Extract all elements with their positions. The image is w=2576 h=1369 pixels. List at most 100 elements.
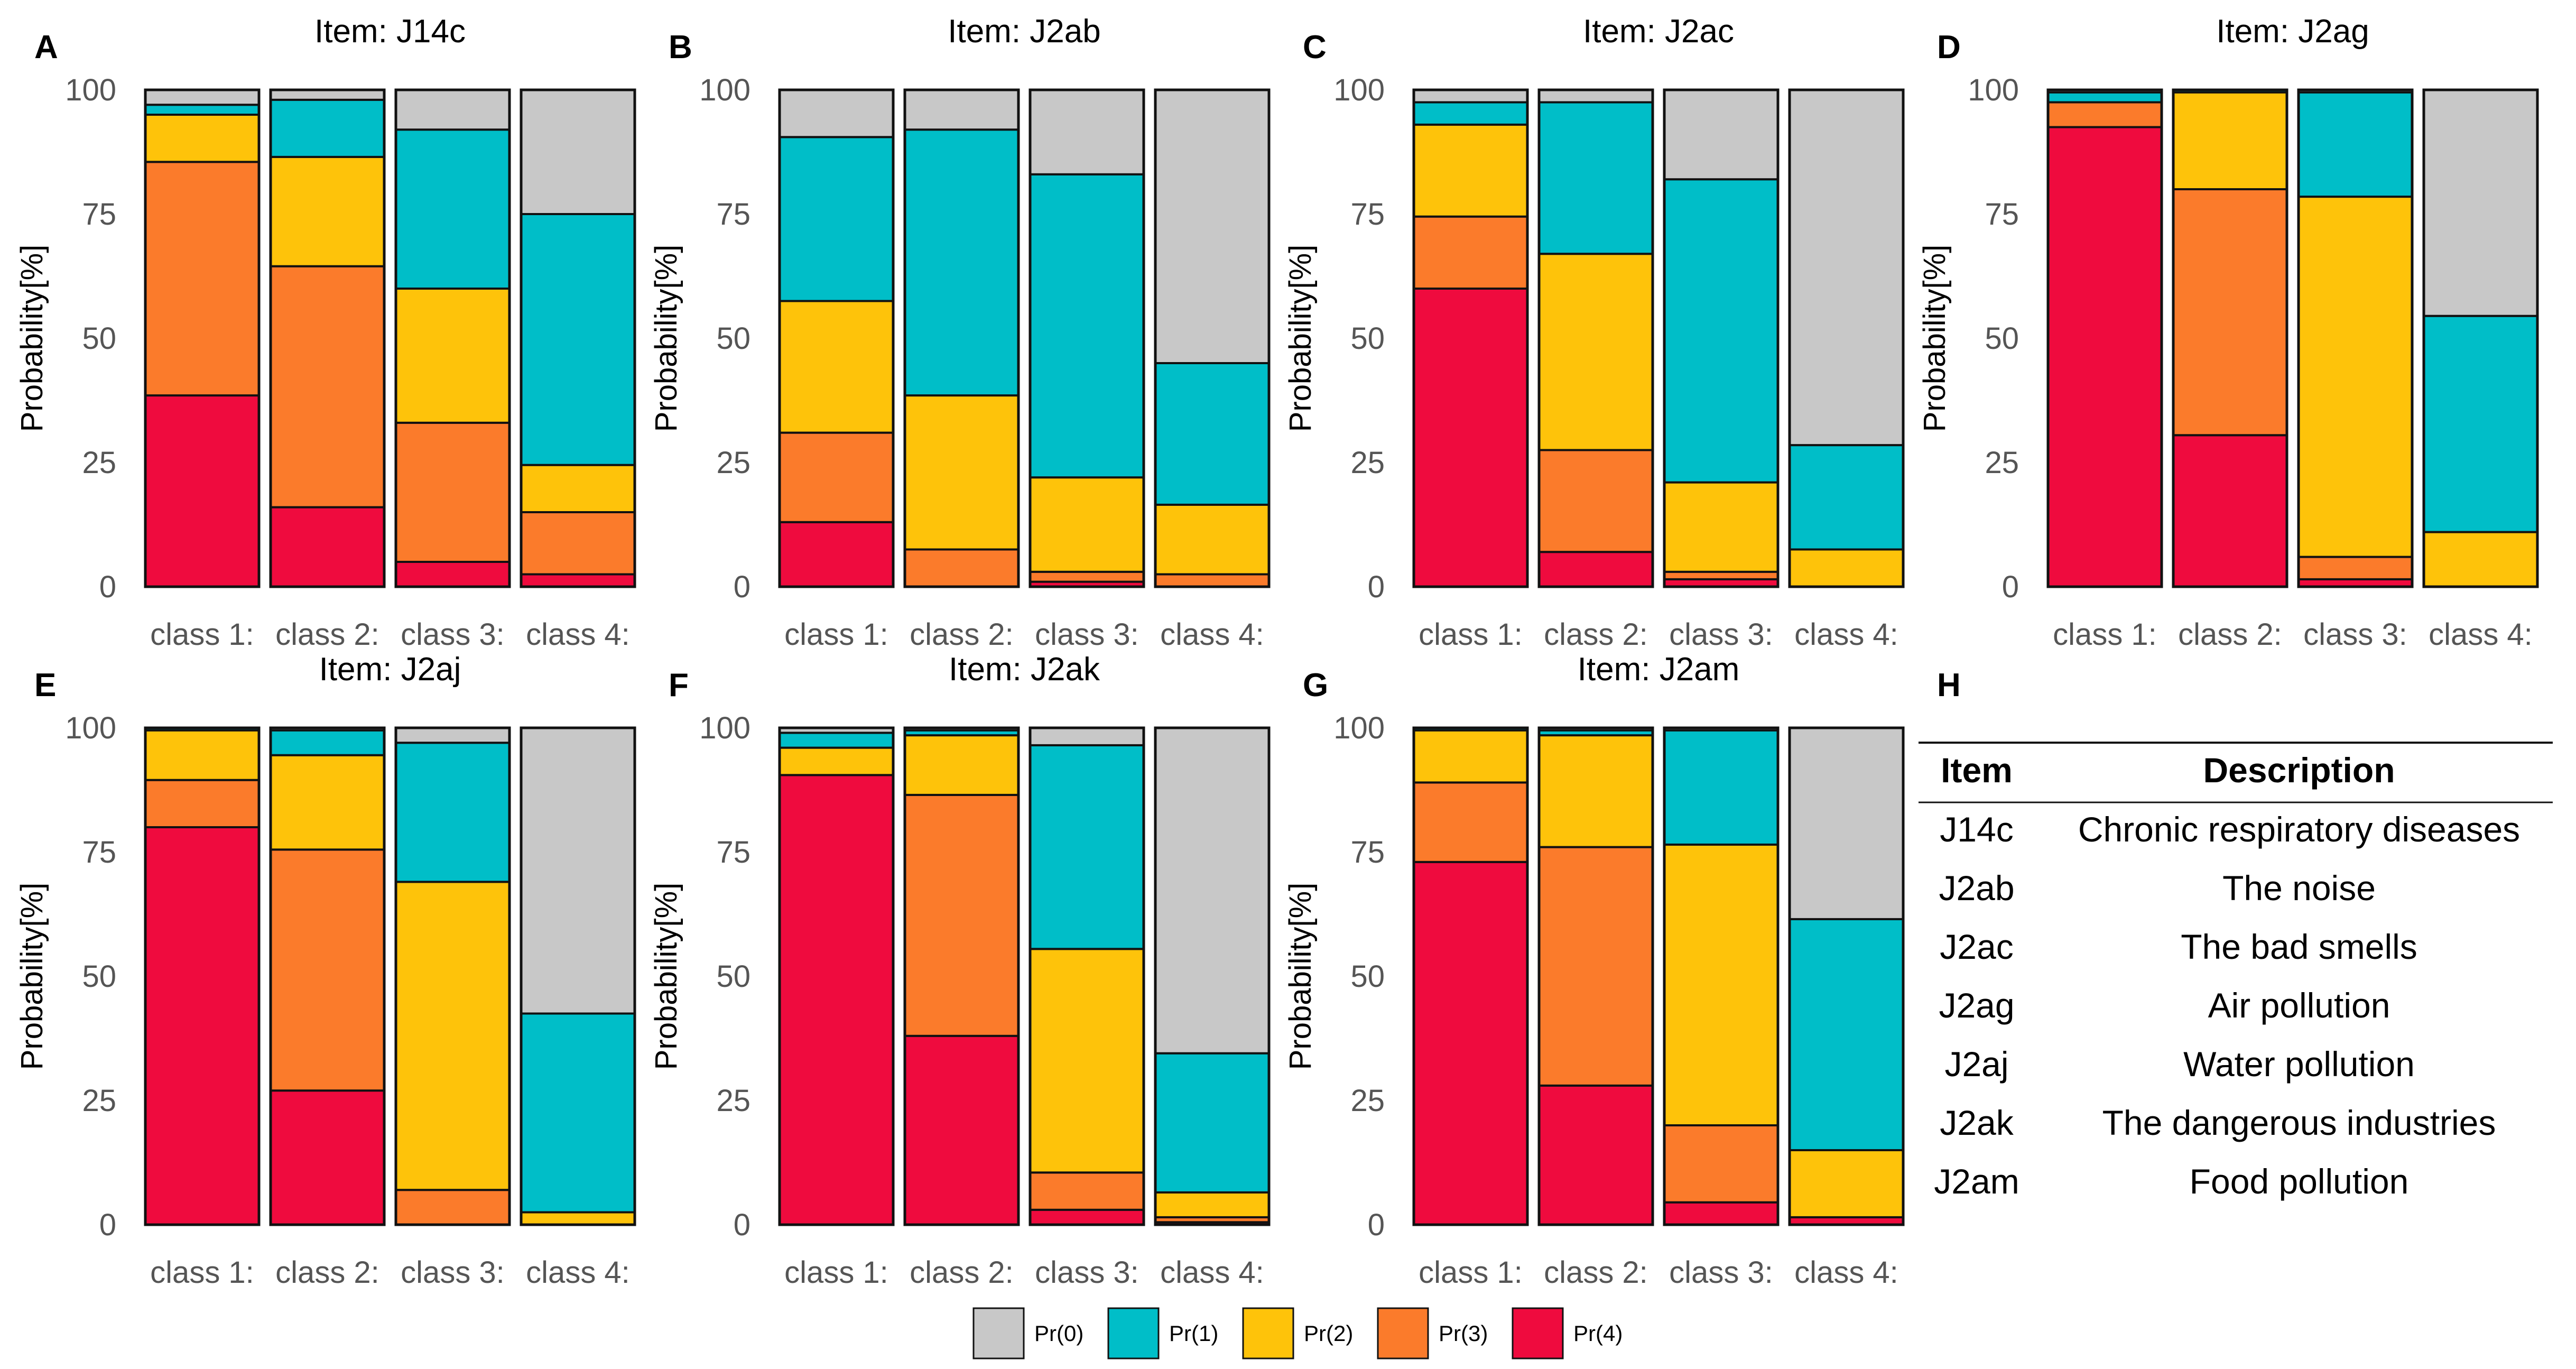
legend-item-pr0: Pr(0) <box>972 1307 1083 1359</box>
chart-panel-e: E Item: J2aj Probability[%] 0 25 50 75 100 class… <box>15 651 636 1290</box>
bar-segment-pr4 <box>779 774 894 1226</box>
table-cell-item: J2ak <box>1940 1103 2014 1142</box>
bar-segment-pr2 <box>1538 253 1654 451</box>
bar-segment-pr0 <box>395 727 511 744</box>
x-tick-label: class 2: <box>1544 1255 1648 1290</box>
bar-segment-pr3 <box>520 511 636 576</box>
bar-segment-pr4 <box>270 1089 385 1226</box>
legend-label: Pr(1) <box>1169 1321 1218 1346</box>
table-cell-description: Food pollution <box>2190 1162 2409 1201</box>
bar-segment-pr2 <box>395 881 511 1191</box>
bar-segment-pr0 <box>1154 727 1270 1054</box>
bar-segment-pr1 <box>904 128 1020 397</box>
x-tick-label: class 1: <box>784 1255 888 1290</box>
y-tick-label: 25 <box>1350 446 1385 480</box>
bar-outline <box>394 88 511 588</box>
legend-swatch <box>1377 1307 1429 1359</box>
y-tick-label: 50 <box>1350 321 1385 356</box>
bar-outline <box>1412 88 1529 588</box>
y-axis-label: Probability[%] <box>15 883 49 1070</box>
legend-swatch <box>972 1307 1025 1359</box>
bar-outline <box>269 726 386 1226</box>
bar-segment-pr0 <box>144 89 260 106</box>
bar-segment-pr1 <box>1029 744 1145 950</box>
y-tick-label: 25 <box>82 446 116 480</box>
y-axis-label: Probability[%] <box>649 245 683 432</box>
x-tick-label: class 1: <box>150 1255 254 1290</box>
table-cell-item: J2aj <box>1944 1044 2008 1084</box>
x-tick-label: class 3: <box>1669 617 1773 652</box>
x-tick-label: class 4: <box>526 1255 630 1290</box>
y-tick-label: 50 <box>82 321 116 356</box>
y-tick-label: 75 <box>82 197 116 232</box>
bar-outline <box>1537 726 1654 1226</box>
bar-segment-pr4 <box>2172 434 2288 588</box>
bar-segment-pr4 <box>144 394 260 588</box>
table-row: J2ac The bad smells <box>1940 927 2417 966</box>
x-tick-label: class 3: <box>401 617 505 652</box>
bar-segment-pr2 <box>1154 503 1270 576</box>
bar-outline <box>2422 88 2539 588</box>
panel-letter: A <box>34 29 58 66</box>
bar-segment-pr1 <box>1413 101 1528 126</box>
bar-segment-pr0 <box>520 89 636 215</box>
bar-segment-pr3 <box>270 848 385 1092</box>
y-tick-label: 50 <box>1350 959 1385 994</box>
bar-outline <box>394 726 511 1226</box>
bar-outline <box>2046 88 2163 588</box>
bar-segment-pr3 <box>1663 570 1779 580</box>
legend-label: Pr(4) <box>1573 1321 1623 1346</box>
bar-segment-pr2 <box>270 754 385 851</box>
bar-segment-pr1 <box>144 104 260 116</box>
bar-segment-pr0 <box>1789 727 1904 920</box>
bar-outline <box>2297 88 2414 588</box>
bar-segment-pr3 <box>1029 570 1145 583</box>
bar-outline <box>1028 88 1145 588</box>
legend-swatch <box>1242 1307 1294 1359</box>
y-tick-label: 50 <box>716 959 750 994</box>
chart-panel-a: A Item: J14c Probability[%] 0 25 50 75 100 class… <box>15 13 636 652</box>
bar-outline <box>778 88 895 588</box>
bar-segment-pr3 <box>1413 215 1528 290</box>
panel-letter: F <box>669 667 689 704</box>
y-tick-label: 75 <box>716 197 750 232</box>
bar-segment-pr1 <box>270 729 385 756</box>
table-cell-description: Air pollution <box>2208 986 2390 1025</box>
bar-segment-pr3 <box>2297 556 2413 580</box>
bar-segment-pr1 <box>1663 178 1779 484</box>
y-axis-label: Probability[%] <box>1283 883 1318 1070</box>
bar-segment-pr0 <box>1029 727 1145 746</box>
bar-outline <box>144 726 261 1226</box>
bar-segment-pr1 <box>1538 101 1654 255</box>
legend-label: Pr(0) <box>1034 1321 1083 1346</box>
bar-segment-pr1 <box>1154 362 1270 506</box>
panel-letter: C <box>1303 29 1327 66</box>
bar-outline <box>520 726 636 1226</box>
bar-segment-pr3 <box>779 431 894 523</box>
bar-segment-pr1 <box>2047 91 2163 104</box>
x-tick-label: class 4: <box>1794 1255 1898 1290</box>
panel-letter: B <box>669 29 692 66</box>
table-cell-description: Water pollution <box>2183 1044 2415 1084</box>
y-tick-label: 75 <box>716 835 750 870</box>
bar-segment-pr2 <box>395 288 511 424</box>
table-row: J2ak The dangerous industries <box>1940 1103 2496 1142</box>
bar-outline <box>1537 88 1654 588</box>
x-tick-label: class 4: <box>2429 617 2533 652</box>
bar-segment-pr2 <box>2423 531 2538 588</box>
x-tick-label: class 2: <box>275 617 379 652</box>
bar-segment-pr2 <box>1789 548 1904 588</box>
x-tick-label: class 1: <box>1419 617 1523 652</box>
bar-segment-pr3 <box>395 421 511 563</box>
table-row: J2ab The noise <box>1939 868 2375 908</box>
bar-segment-pr2 <box>2297 196 2413 558</box>
x-tick-label: class 4: <box>1160 1255 1264 1290</box>
y-tick-label: 25 <box>1350 1084 1385 1118</box>
bar-outline <box>144 88 261 588</box>
y-tick-label: 100 <box>1968 73 2019 107</box>
legend-item-pr3: Pr(3) <box>1377 1307 1488 1359</box>
bar-outline <box>1788 88 1905 588</box>
bar-segment-pr4 <box>2047 126 2163 588</box>
bar-segment-pr2 <box>1029 948 1145 1174</box>
